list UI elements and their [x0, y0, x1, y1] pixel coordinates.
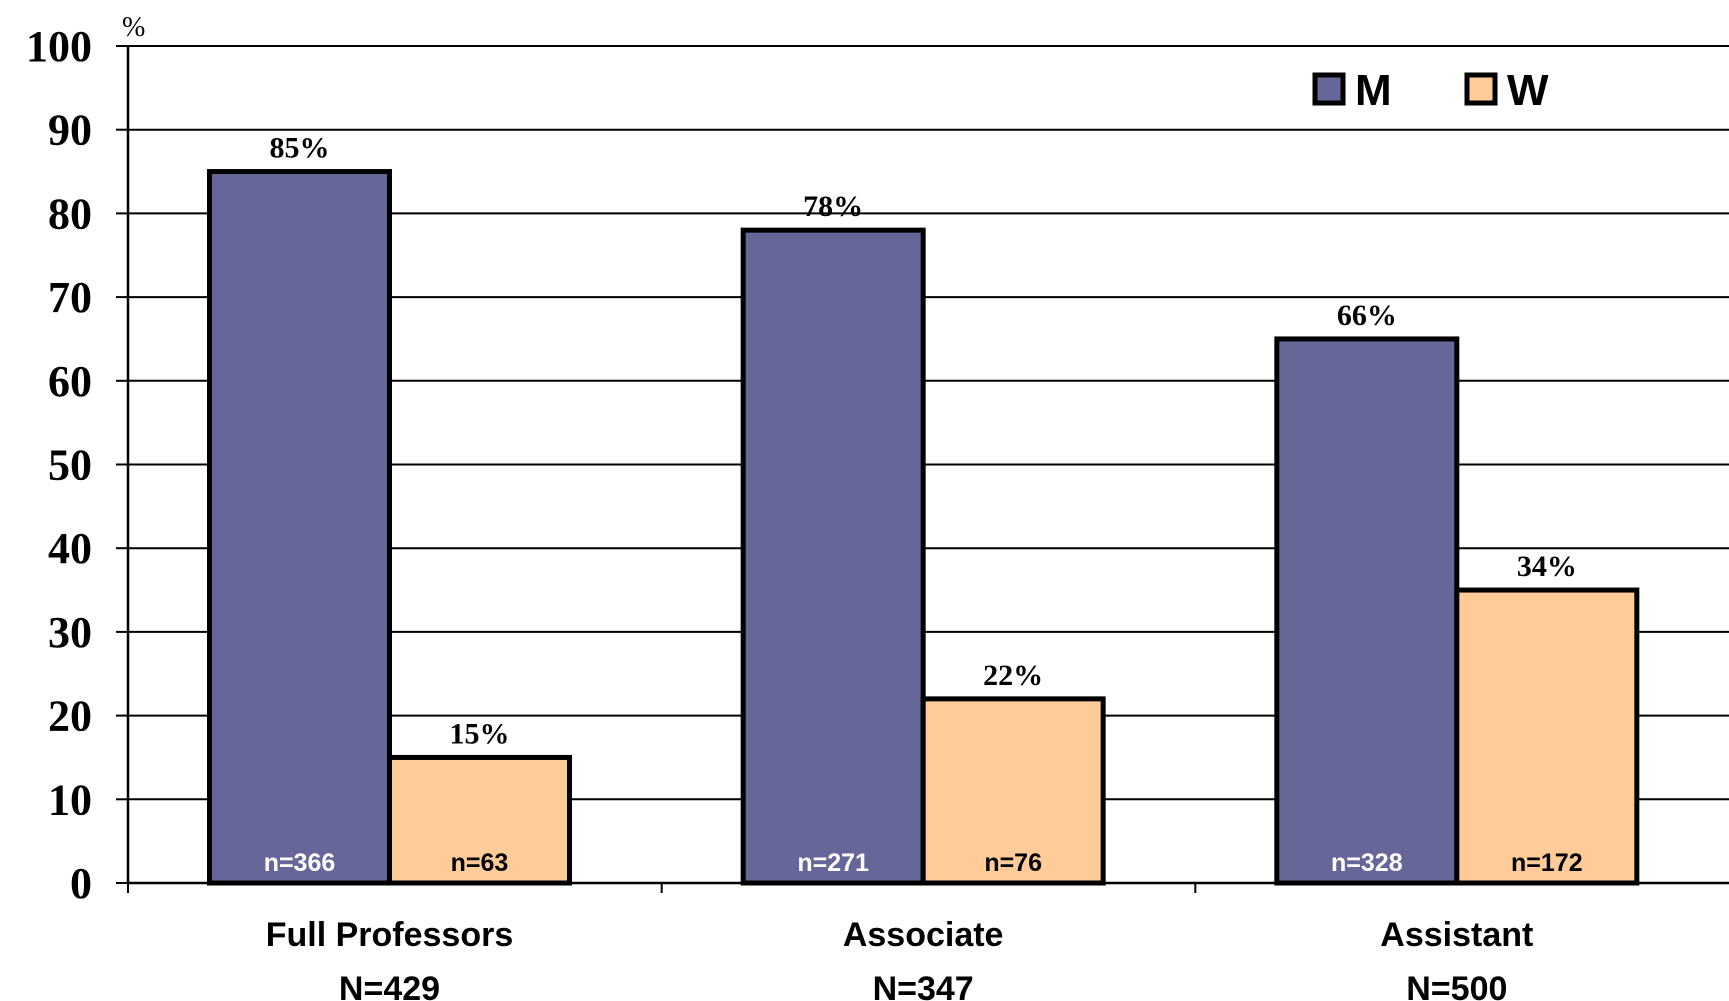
bar-w-2: [920, 696, 1106, 886]
data-label: 15%: [449, 717, 509, 750]
category-labels: Full Professors N=429 Associate N=347 Assist…: [266, 916, 1534, 1001]
bar-w-3: [1454, 587, 1640, 886]
bar-count-label: n=271: [797, 849, 869, 877]
y-tick-label: 10: [48, 775, 92, 824]
category-total-label: N=429: [339, 970, 440, 1001]
y-tick-label: 70: [48, 273, 92, 322]
category-total-label: N=347: [873, 970, 974, 1001]
legend-swatch-m: [1312, 72, 1346, 106]
data-label: 78%: [803, 190, 863, 223]
y-tick-label: 60: [48, 357, 92, 406]
legend-swatch-w: [1464, 72, 1498, 106]
bar-count-label: n=63: [451, 849, 509, 877]
data-label: 85%: [269, 132, 329, 165]
x-tick-label: Full Professors: [266, 916, 514, 954]
y-tick-label: 90: [48, 106, 92, 155]
legend-label-w: W: [1507, 66, 1549, 115]
category-total-label: N=500: [1406, 970, 1507, 1001]
data-label: 22%: [983, 659, 1043, 692]
legend-label-m: M: [1355, 66, 1392, 115]
y-tick-label: 20: [48, 692, 92, 741]
bar-count-label: n=328: [1331, 849, 1403, 877]
data-label: 34%: [1517, 550, 1577, 583]
bar-m-3: [1274, 336, 1460, 886]
bar-count-label: n=366: [264, 849, 336, 877]
y-tick-label: 50: [48, 441, 92, 490]
y-tick-label: 0: [70, 859, 92, 908]
gridlines: [128, 45, 1729, 801]
axes: [126, 46, 1729, 893]
y-tick-label: 100: [26, 22, 92, 71]
y-axis-ticks: 0 10 20 30 40 50 60 70 80 90 100: [26, 22, 128, 908]
y-tick-label: 30: [48, 608, 92, 657]
bars: 85% n=366 15% n=63 78% n=271 22% n=76 66% n=328 34…: [206, 132, 1640, 886]
bar-m-1: [206, 169, 392, 886]
y-axis-unit-label: %: [122, 12, 145, 43]
bar-count-label: n=172: [1511, 849, 1583, 877]
x-tick-label: Associate: [843, 916, 1004, 954]
bar-count-label: n=76: [984, 849, 1042, 877]
data-label: 66%: [1337, 299, 1397, 332]
x-tick-label: Assistant: [1380, 916, 1533, 954]
bar-m-2: [740, 227, 926, 886]
bar-w-1: [386, 754, 572, 886]
y-tick-label: 80: [48, 189, 92, 238]
y-tick-label: 40: [48, 524, 92, 573]
